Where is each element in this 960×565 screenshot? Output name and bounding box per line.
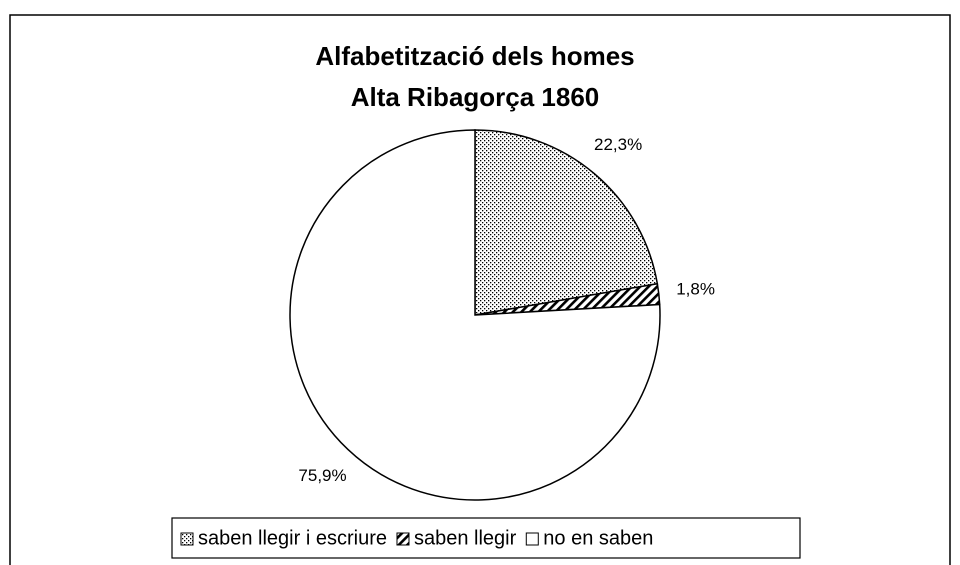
pie-slice — [289, 129, 661, 501]
legend-label: no en saben — [543, 527, 653, 549]
legend-box — [171, 517, 801, 559]
data-label: 1,8% — [676, 279, 715, 298]
legend-label: saben llegir — [414, 527, 517, 549]
pie-slice — [474, 129, 659, 316]
legend-label: saben llegir i escriure — [198, 527, 387, 549]
legend-swatch — [180, 532, 194, 546]
chart-border — [9, 14, 951, 565]
legend-swatch — [525, 532, 539, 546]
chart-title: Alta Ribagorça 1860 — [351, 82, 600, 112]
data-label: 75,9% — [298, 466, 346, 485]
data-label: 22,3% — [594, 135, 642, 154]
legend: saben llegir i escriure saben llegir no en… — [180, 527, 653, 549]
legend-swatch — [396, 532, 410, 546]
chart-title: Alfabetització dels homes — [315, 41, 634, 71]
